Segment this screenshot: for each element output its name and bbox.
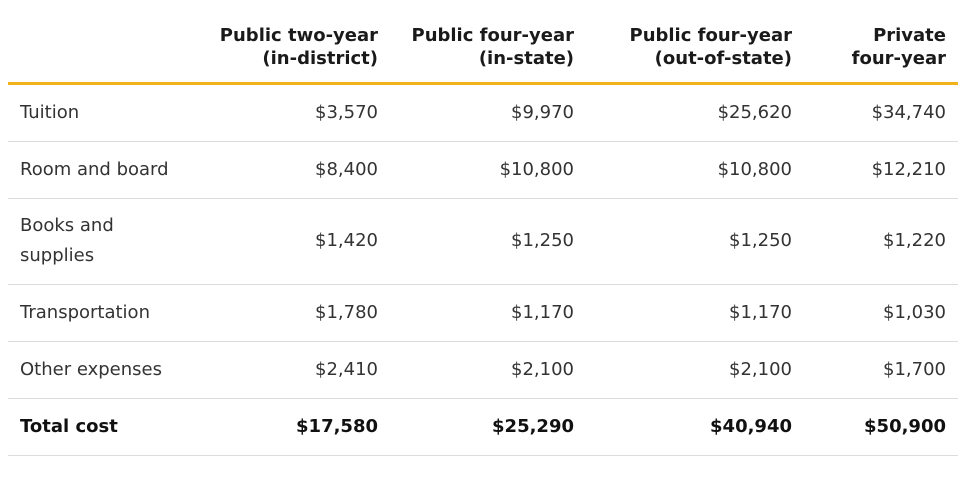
header-public-two-year: Public two-year (in-district): [198, 0, 390, 85]
table-cell: $2,100: [390, 341, 586, 399]
header-line: Public four-year: [629, 24, 793, 46]
total-cell: $40,940: [586, 398, 804, 456]
total-cell: $25,290: [390, 398, 586, 456]
table-row: Room and board $8,400 $10,800 $10,800 $1…: [8, 141, 958, 199]
row-label: Tuition: [8, 83, 198, 142]
table-cell: $1,420: [198, 198, 390, 285]
table-cell: $8,400: [198, 141, 390, 199]
table-cell: $1,250: [390, 198, 586, 285]
header-line: four-year: [851, 47, 946, 69]
header-private-four-year: Private four-year: [804, 0, 958, 85]
table-cell: $1,170: [390, 284, 586, 342]
header-line: Public two-year: [219, 24, 378, 46]
college-cost-table: Public two-year (in-district) Public fou…: [8, 0, 958, 456]
table-cell: $9,970: [390, 83, 586, 142]
table-row: Transportation $1,780 $1,170 $1,170 $1,0…: [8, 284, 958, 342]
table-cell: $34,740: [804, 83, 958, 142]
table-cell: $12,210: [804, 141, 958, 199]
table-cell: $1,220: [804, 198, 958, 285]
row-label-text: Books and supplies: [20, 215, 114, 266]
header-public-four-year-in-state: Public four-year (in-state): [390, 0, 586, 85]
table-cell: $2,100: [586, 341, 804, 399]
table-header-row: Public two-year (in-district) Public fou…: [8, 0, 958, 85]
table-cell: $1,780: [198, 284, 390, 342]
row-label: Total cost: [8, 398, 198, 456]
header-line: (in-state): [478, 47, 574, 69]
header-line: Public four-year: [411, 24, 575, 46]
header-public-four-year-out-of-state: Public four-year (out-of-state): [586, 0, 804, 85]
table-row: Other expenses $2,410 $2,100 $2,100 $1,7…: [8, 341, 958, 399]
total-row: Total cost $17,580 $25,290 $40,940 $50,9…: [8, 398, 958, 456]
table-cell: $25,620: [586, 83, 804, 142]
table-cell: $1,250: [586, 198, 804, 285]
header-line: (in-district): [262, 47, 378, 69]
table-row: Books and supplies $1,420 $1,250 $1,250 …: [8, 198, 958, 285]
table-cell: $1,170: [586, 284, 804, 342]
table-row: Tuition $3,570 $9,970 $25,620 $34,740: [8, 83, 958, 142]
row-label: Room and board: [8, 141, 198, 199]
row-label: Books and supplies: [8, 198, 198, 285]
header-line: Private: [873, 24, 946, 46]
total-cell: $17,580: [198, 398, 390, 456]
header-line: (out-of-state): [654, 47, 792, 69]
table-cell: $2,410: [198, 341, 390, 399]
row-label: Transportation: [8, 284, 198, 342]
table-cell: $1,700: [804, 341, 958, 399]
total-cell: $50,900: [804, 398, 958, 456]
table-cell: $10,800: [586, 141, 804, 199]
row-label: Other expenses: [8, 341, 198, 399]
header-cell-empty: [8, 0, 198, 85]
table-cell: $1,030: [804, 284, 958, 342]
table-cell: $3,570: [198, 83, 390, 142]
table-cell: $10,800: [390, 141, 586, 199]
